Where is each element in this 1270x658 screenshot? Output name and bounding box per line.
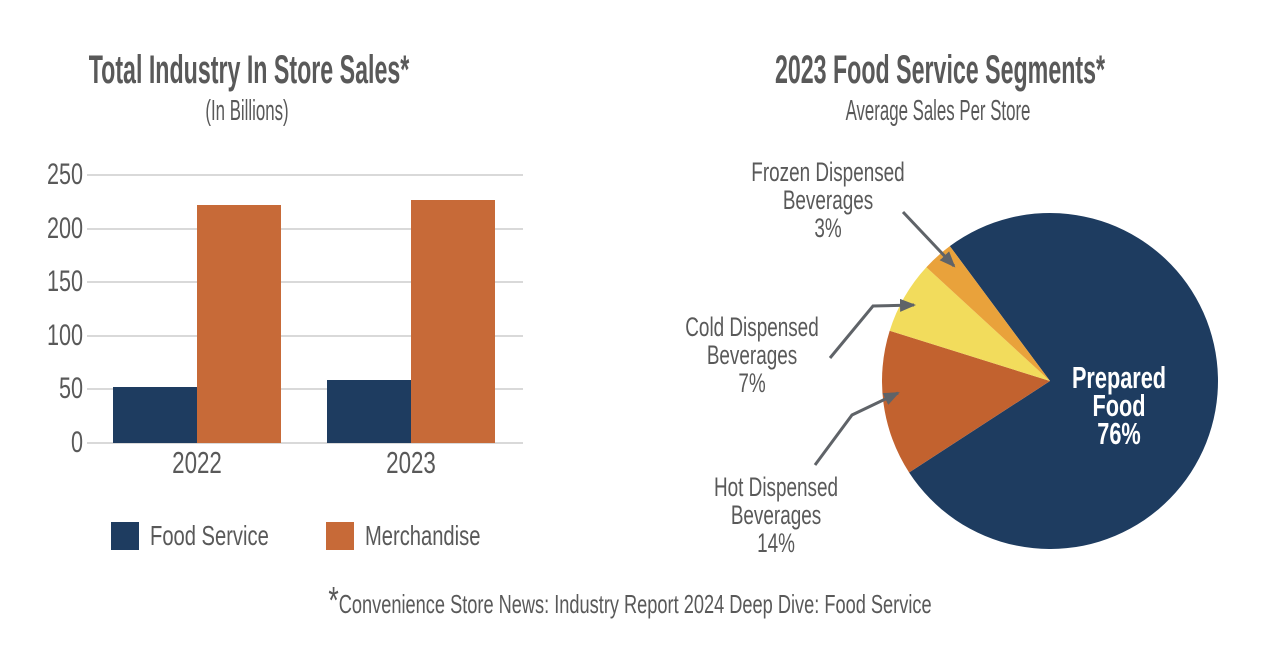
footnote-asterisk: *: [328, 580, 339, 622]
gridline-0: [87, 442, 523, 444]
gridline-250: [87, 174, 523, 176]
pie-chart-title: 2023 Food Service Segments*: [774, 48, 1106, 92]
gridline-150: [87, 281, 523, 284]
pie-inside-label-prepared-food: Prepared Food 76%: [1049, 362, 1189, 451]
pie-callout-label: Cold Dispensed Beverages: [685, 312, 819, 370]
pie-slice-label: Prepared Food: [1071, 360, 1167, 423]
pie-callout-cold-dispensed-beverages: Cold Dispensed Beverages 7%: [668, 313, 836, 397]
legend-item-food-service: Food Service: [111, 522, 315, 550]
pie-callout-percent: 3%: [814, 213, 842, 243]
x-axis-label-2023: 2023: [386, 445, 436, 480]
bar-merchandise-2023: [411, 199, 495, 443]
bar-chart-title: Total Industry In Store Sales*: [88, 48, 410, 92]
pie-slice-frozen-dispensed-beverages: [926, 246, 1050, 381]
gridline-100: [87, 334, 523, 337]
bar-food-service-2022: [113, 387, 197, 443]
pie-slice-percent: 76%: [1097, 416, 1141, 451]
legend-swatch-merchandise: [326, 522, 354, 550]
pie-slice-cold-dispensed-beverages: [889, 267, 1050, 381]
pie-slice-prepared-food: [909, 213, 1218, 549]
callout-arrow-cold: [828, 298, 916, 359]
legend-swatch-food-service: [111, 522, 139, 550]
gridline-200: [87, 227, 523, 230]
pie-callout-hot-dispensed-beverages: Hot Dispensed Beverages 14%: [692, 473, 860, 557]
bar-merchandise-2022: [197, 205, 281, 443]
pie-callout-label: Hot Dispensed Beverages: [714, 472, 838, 530]
pie-callout-percent: 7%: [738, 368, 766, 398]
pie-chart-subtitle: Average Sales Per Store: [845, 95, 1031, 127]
gridline-50: [87, 388, 523, 391]
y-axis-tick-label-100: 100: [46, 318, 83, 352]
bar-plot-area: [87, 174, 523, 444]
legend-label-food-service: Food Service: [150, 520, 269, 551]
bar-chart-subtitle: (In Billions): [205, 95, 289, 127]
pie-slice-hot-dispensed-beverages: [882, 330, 1050, 473]
source-footnote: *Convenience Store News: Industry Report…: [189, 582, 1071, 621]
y-axis-tick-label-200: 200: [46, 211, 83, 245]
y-axis-tick-label-250: 250: [46, 158, 83, 191]
x-axis-label-2022: 2022: [172, 445, 222, 480]
pie-callout-percent: 14%: [757, 528, 795, 558]
y-axis-tick-label-150: 150: [46, 265, 83, 299]
pie-callout-label: Frozen Dispensed Beverages: [751, 157, 905, 215]
y-axis-tick-label-50: 50: [58, 372, 83, 406]
pie-chart: [882, 213, 1218, 549]
legend-label-merchandise: Merchandise: [365, 520, 481, 551]
callout-arrow-hot: [813, 391, 900, 466]
pie-callout-frozen-dispensed-beverages: Frozen Dispensed Beverages 3%: [744, 158, 912, 242]
bar-food-service-2023: [327, 379, 411, 443]
y-axis-tick-label-0: 0: [70, 426, 83, 459]
legend-item-merchandise: Merchandise: [326, 522, 525, 550]
footnote-text: Convenience Store News: Industry Report …: [338, 589, 932, 619]
callout-arrow-frozen: [901, 210, 956, 268]
